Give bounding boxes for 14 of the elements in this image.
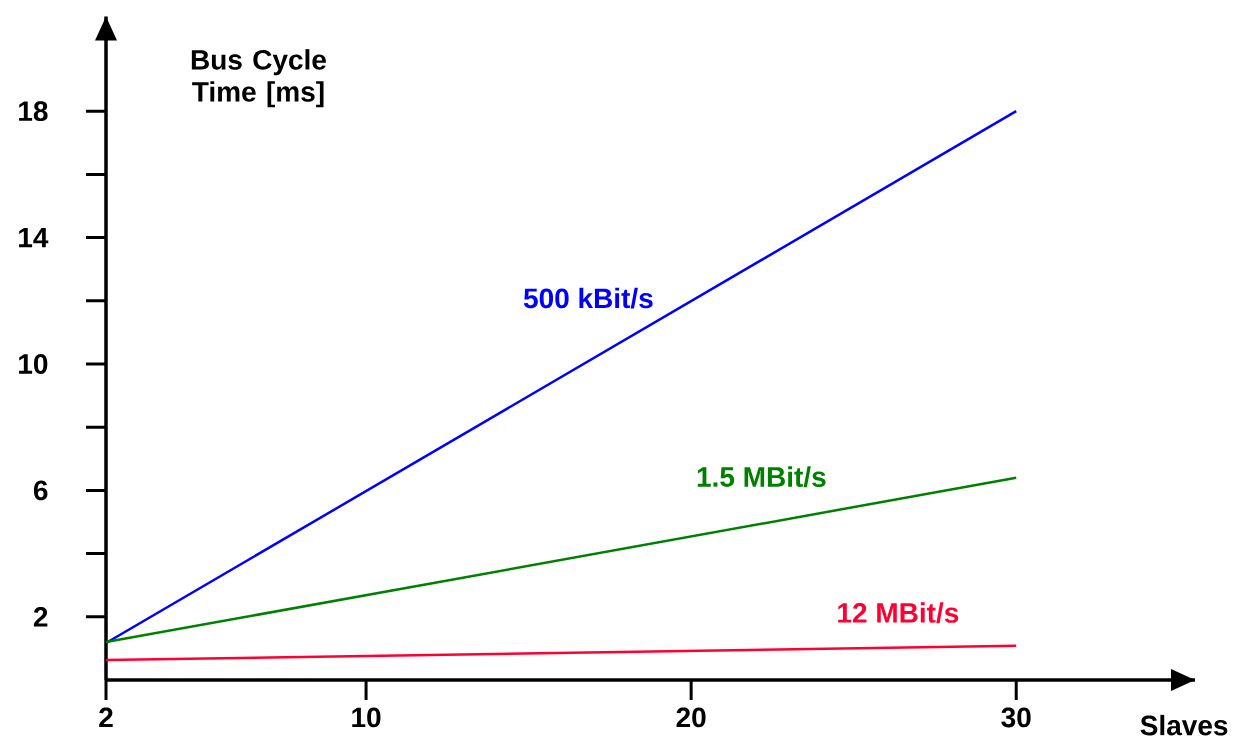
y-axis-title: Bus Cycle Time [ms] [191,49,326,108]
x-tick-label: 2 [99,707,113,728]
series-label: 1.5 MBit/s [697,466,826,488]
y-tick-label: 14 [19,227,49,248]
series-label: 12 MBit/s [838,602,959,624]
x-tick-label: 30 [1001,707,1031,728]
x-axis-title: Slaves [1140,714,1228,736]
y-tick-label: 6 [33,480,48,501]
x-tick-label: 20 [676,707,706,728]
series-label: 500 kBit/s [523,287,653,309]
x-tick-label: 10 [352,707,381,728]
y-tick-label: 2 [33,607,48,627]
y-tick-label: 10 [19,354,48,374]
y-tick-label: 18 [19,101,48,122]
